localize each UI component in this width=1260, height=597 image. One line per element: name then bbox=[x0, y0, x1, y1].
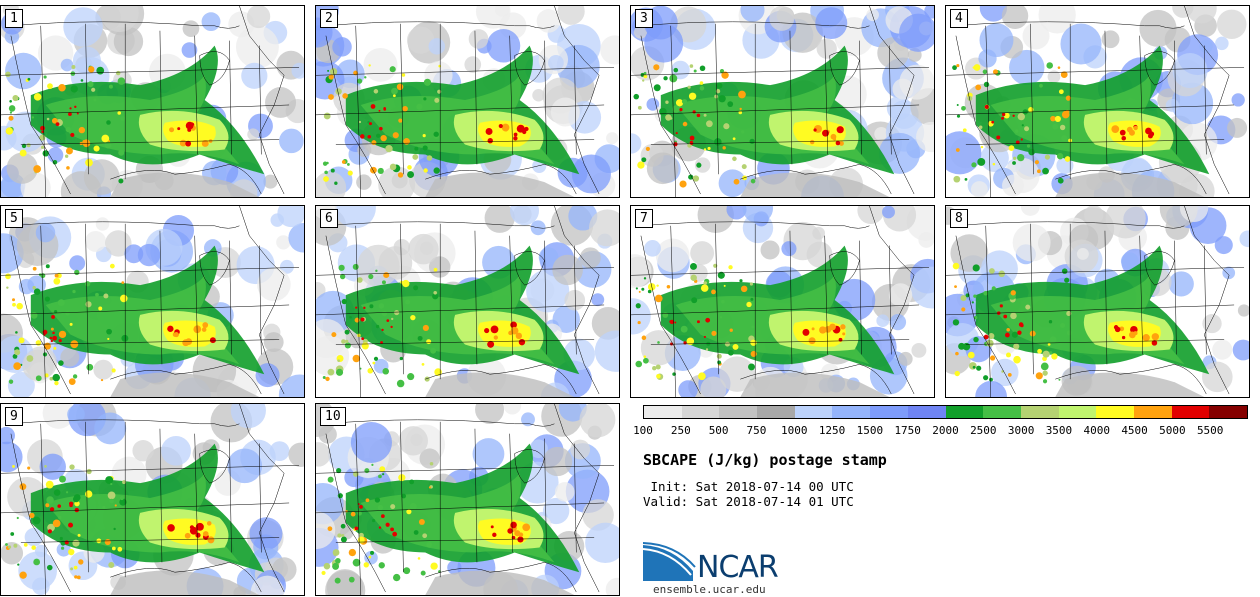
colorbar-segment bbox=[907, 406, 946, 418]
ncar-logo-text: NCAR bbox=[697, 550, 779, 585]
site-url: ensemble.ucar.edu bbox=[653, 583, 766, 596]
product-title: SBCAPE (J/kg) postage stamp bbox=[643, 451, 887, 469]
map-panel: 8 bbox=[945, 205, 1250, 398]
ncar-logo-icon bbox=[643, 542, 696, 581]
colorbar-tick-label: 250 bbox=[670, 424, 691, 437]
colorbar-segment bbox=[644, 406, 682, 418]
colorbar-tick-label: 2500 bbox=[970, 424, 997, 437]
colorbar-segment bbox=[1096, 406, 1134, 418]
panel-number-label: 4 bbox=[950, 9, 968, 28]
panel-number-label: 1 bbox=[5, 9, 23, 28]
map-field bbox=[1, 6, 304, 197]
colorbar-tick-label: 3000 bbox=[1007, 424, 1035, 437]
colorbar-tick-label: 1000 bbox=[781, 424, 808, 437]
panel-number-label: 2 bbox=[320, 9, 338, 28]
colorbar-segment bbox=[794, 406, 833, 418]
colorbar-tick-label: 4000 bbox=[1083, 424, 1111, 437]
colorbar-segment bbox=[1133, 406, 1172, 418]
colorbar-segment bbox=[1058, 406, 1097, 418]
map-field bbox=[1, 404, 304, 595]
map-panel: 1 bbox=[0, 5, 305, 198]
colorbar-segment bbox=[945, 406, 984, 418]
colorbar-segment bbox=[983, 406, 1021, 418]
map-panel: 6 bbox=[315, 205, 620, 398]
colorbar-segment bbox=[1171, 406, 1210, 418]
colorbar-tick-label: 1250 bbox=[818, 424, 846, 437]
map-panel: 4 bbox=[945, 5, 1250, 198]
colorbar-tick-label: 4500 bbox=[1121, 424, 1148, 437]
map-field bbox=[631, 206, 934, 397]
colorbar-tick-label: 3500 bbox=[1045, 424, 1073, 437]
map-field bbox=[631, 6, 934, 197]
colorbar-tick-label: 500 bbox=[708, 424, 729, 437]
map-panel: 7 bbox=[630, 205, 935, 398]
colorbar-segment bbox=[681, 406, 720, 418]
panel-number-label: 10 bbox=[320, 407, 346, 426]
map-panel: 9 bbox=[0, 403, 305, 596]
panel-number-label: 7 bbox=[635, 209, 653, 228]
init-time: Init: Sat 2018-07-14 00 UTC bbox=[643, 479, 854, 494]
colorbar-tick-label: 100 bbox=[633, 424, 653, 437]
panel-number-label: 5 bbox=[5, 209, 23, 228]
map-panel: 3 bbox=[630, 5, 935, 198]
colorbar-tick-label: 2000 bbox=[932, 424, 959, 437]
map-field bbox=[1, 206, 304, 397]
panel-number-label: 3 bbox=[635, 9, 653, 28]
colorbar-segment bbox=[870, 406, 908, 418]
map-panel: 10 bbox=[315, 403, 620, 596]
colorbar-segment bbox=[757, 406, 795, 418]
colorbar-tick-label: 5000 bbox=[1159, 424, 1186, 437]
valid-time: Valid: Sat 2018-07-14 01 UTC bbox=[643, 494, 854, 509]
colorbar-tick-label: 1750 bbox=[894, 424, 921, 437]
panel-number-label: 9 bbox=[5, 407, 23, 426]
colorbar-tick-labels: 100 250 500 750 1000 1250 1500 1750 2000 2500 3000… bbox=[633, 424, 1253, 438]
colorbar-tick-label: 750 bbox=[746, 424, 767, 437]
colorbar-segment bbox=[719, 406, 758, 418]
colorbar-segment bbox=[832, 406, 871, 418]
map-field bbox=[316, 404, 619, 595]
map-field bbox=[946, 206, 1249, 397]
map-field bbox=[316, 206, 619, 397]
map-field bbox=[316, 6, 619, 197]
map-panel: 2 bbox=[315, 5, 620, 198]
panel-number-label: 8 bbox=[950, 209, 968, 228]
colorbar-tick-label: 1500 bbox=[856, 424, 884, 437]
colorbar-segment bbox=[1209, 406, 1247, 418]
map-field bbox=[946, 6, 1249, 197]
colorbar bbox=[643, 405, 1248, 419]
colorbar-segment bbox=[1020, 406, 1059, 418]
map-panel: 5 bbox=[0, 205, 305, 398]
panel-number-label: 6 bbox=[320, 209, 338, 228]
colorbar-tick-label: 5500 bbox=[1196, 424, 1224, 437]
